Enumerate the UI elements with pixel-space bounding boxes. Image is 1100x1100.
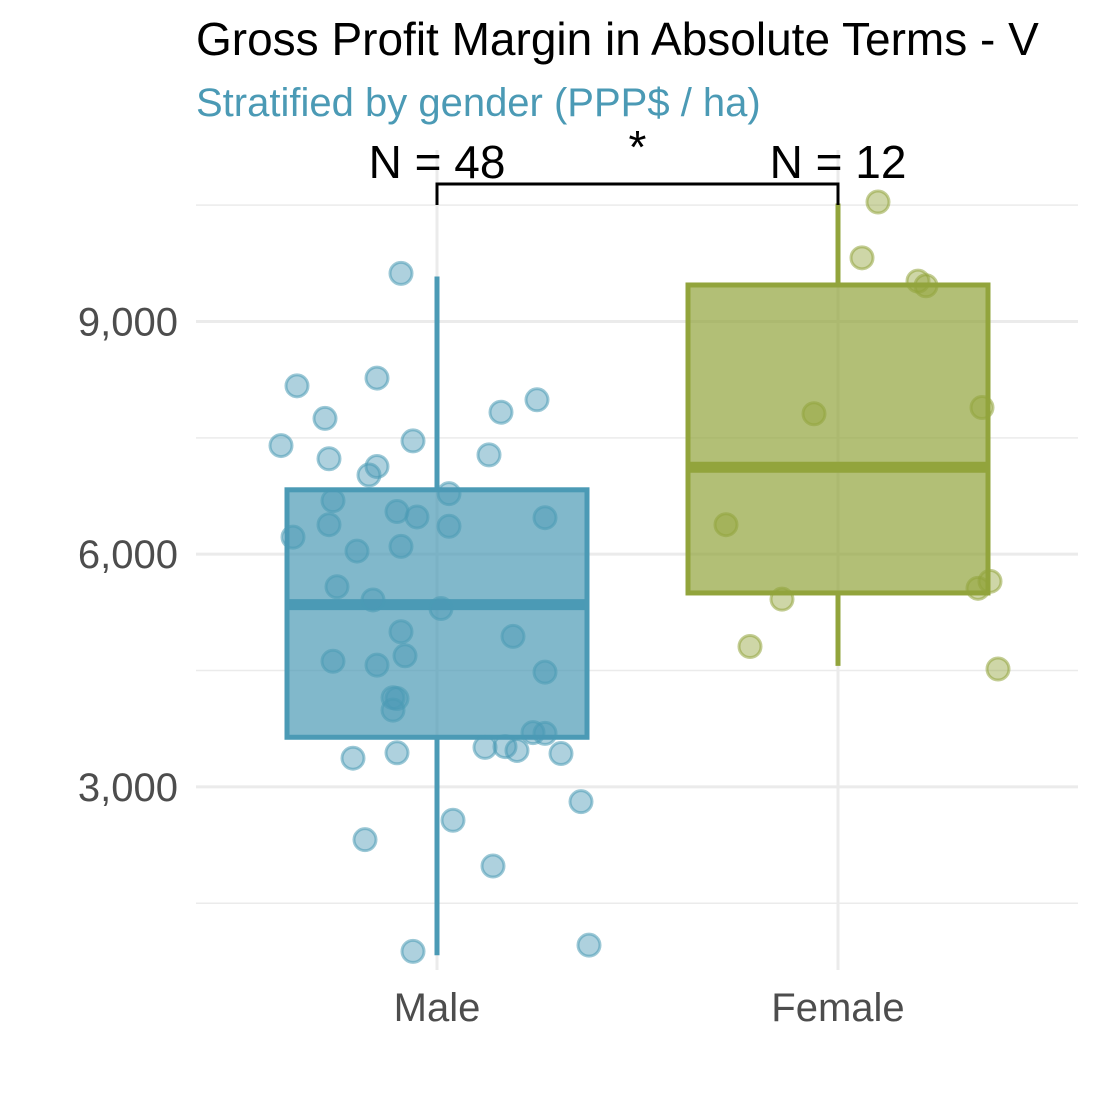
- data-point: [384, 499, 410, 525]
- data-point: [320, 648, 346, 674]
- y-tick-label: 6,000: [78, 533, 178, 577]
- data-point: [400, 428, 426, 454]
- n-label: N = 48: [369, 136, 506, 188]
- data-point: [801, 401, 827, 427]
- data-point: [356, 462, 382, 488]
- data-point: [913, 273, 939, 299]
- data-point: [380, 697, 406, 723]
- data-point: [384, 740, 410, 766]
- data-point: [316, 446, 342, 472]
- data-point: [404, 504, 430, 530]
- data-point: [769, 586, 795, 612]
- data-point: [985, 656, 1011, 682]
- data-point: [737, 633, 763, 659]
- n-label: N = 12: [770, 136, 907, 188]
- data-point: [312, 405, 338, 431]
- data-point: [500, 623, 526, 649]
- data-point: [268, 433, 294, 459]
- data-points: [268, 189, 1011, 964]
- data-point: [388, 260, 414, 286]
- y-tick-label: 3,000: [78, 766, 178, 810]
- data-point: [568, 789, 594, 815]
- data-point: [436, 513, 462, 539]
- significance-label: *: [629, 121, 647, 173]
- data-point: [388, 533, 414, 559]
- data-point: [504, 737, 530, 763]
- annotations: N = 48 N = 12 *: [369, 121, 907, 205]
- data-point: [392, 643, 418, 669]
- data-point: [849, 245, 875, 271]
- data-point: [400, 938, 426, 964]
- data-point: [532, 505, 558, 531]
- data-point: [576, 932, 602, 958]
- y-tick-label: 9,000: [78, 300, 178, 344]
- x-axis-tick-labels: Male Female: [394, 986, 905, 1030]
- data-point: [436, 481, 462, 507]
- data-point: [472, 734, 498, 760]
- data-point: [320, 488, 346, 514]
- data-point: [965, 575, 991, 601]
- data-point: [364, 652, 390, 678]
- data-point: [969, 395, 995, 421]
- data-point: [532, 659, 558, 685]
- chart-subtitle: Stratified by gender (PPP$ / ha): [196, 81, 761, 125]
- data-point: [352, 827, 378, 853]
- data-point: [360, 587, 386, 613]
- data-point: [440, 807, 466, 833]
- data-point: [548, 741, 574, 767]
- y-axis-tick-labels: 3,000 6,000 9,000: [78, 300, 178, 809]
- data-point: [713, 512, 739, 538]
- data-point: [340, 745, 366, 771]
- data-point: [977, 568, 1003, 594]
- data-point: [865, 189, 891, 215]
- data-point: [388, 619, 414, 645]
- data-point: [316, 512, 342, 538]
- significance-bracket: [435, 182, 840, 205]
- data-point: [364, 365, 390, 391]
- chart-title: Gross Profit Margin in Absolute Terms - …: [196, 13, 1039, 65]
- data-point: [324, 574, 350, 600]
- box: [685, 282, 991, 596]
- boxplots: [284, 203, 991, 956]
- data-point: [488, 399, 514, 425]
- x-tick-label: Female: [771, 986, 904, 1030]
- data-point: [524, 387, 550, 413]
- data-point: [284, 373, 310, 399]
- data-point: [476, 442, 502, 468]
- data-point: [480, 853, 506, 879]
- data-point: [280, 524, 306, 550]
- data-point: [344, 538, 370, 564]
- data-point: [532, 720, 558, 746]
- x-tick-label: Male: [394, 986, 481, 1030]
- data-point: [428, 595, 454, 621]
